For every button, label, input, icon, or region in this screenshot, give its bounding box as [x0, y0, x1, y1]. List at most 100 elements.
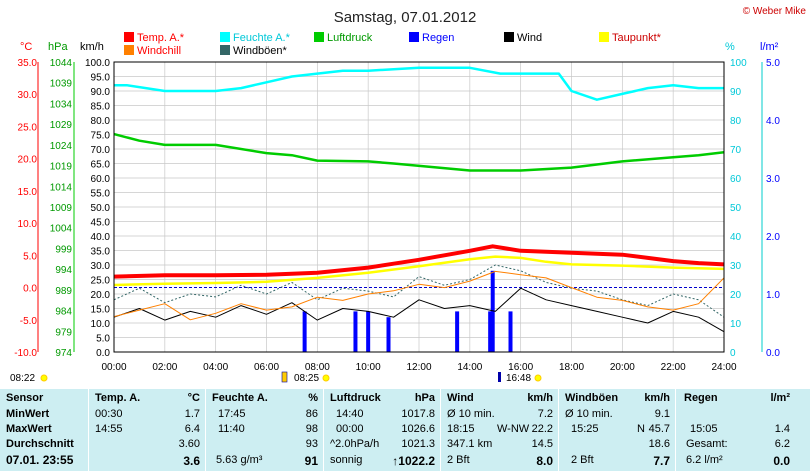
temp-avg-value: 3.60	[178, 438, 200, 450]
humidity-tick-label: 100	[730, 58, 747, 69]
temp-tick-label: 0.0	[23, 284, 37, 295]
temp-tick-label: -10.0	[14, 348, 37, 359]
gust-unit: km/h	[644, 392, 670, 404]
wind-tick-label: 40.0	[91, 232, 111, 243]
label-current: 07.01. 23:55	[6, 453, 74, 467]
legend-label-rain: Regen	[422, 32, 454, 44]
rain-tick-label: 3.0	[766, 174, 780, 185]
sun-markers: 08:22 08:25 16:48	[10, 371, 542, 384]
humidity-max-value: 98	[305, 423, 318, 435]
humidity-tick-label: 0	[730, 348, 736, 359]
daylight-end-label: 16:48	[506, 373, 531, 384]
gust-current-value: 7.7	[653, 454, 670, 468]
temp-line	[113, 244, 725, 279]
pressure-tick-label: 1024	[50, 141, 73, 152]
label-sensor: Sensor	[6, 392, 44, 404]
rain-total-value: 6.2	[774, 438, 790, 450]
legend-label-windchill: Windchill	[137, 45, 181, 57]
wind-tick-label: 70.0	[91, 145, 111, 156]
plot-grid	[113, 61, 725, 353]
windchill-line	[113, 270, 725, 321]
wind-tick-label: 60.0	[91, 174, 111, 185]
rain-tick-label: 1.0	[766, 290, 780, 301]
wind-tick-label: 30.0	[91, 261, 111, 272]
temp-tick-label: 15.0	[18, 187, 38, 198]
wind-bft: 2 Bft	[447, 454, 470, 466]
axis-ticks: 00:00 02:00 04:00 06:00 08:00 10:00 12:00 14:00…	[14, 58, 780, 373]
rain-tick-label: 5.0	[766, 58, 780, 69]
humidity-min-time: 17:45	[218, 408, 246, 420]
stats-wind-column: Wind km/h Ø 10 min. 7.2 18:15 W-NW 22.2 …	[440, 389, 559, 471]
humidity-abs-value: 5.63 g/m³	[216, 454, 263, 466]
wind-current-value: 8.0	[536, 454, 553, 468]
x-tick-label: 12:00	[406, 362, 431, 373]
pressure-header: Luftdruck	[330, 392, 381, 404]
pressure-line	[113, 132, 725, 172]
plot-frame	[113, 61, 725, 353]
x-tick-label: 14:00	[457, 362, 482, 373]
x-tick-label: 16:00	[508, 362, 533, 373]
legend-swatch-gust	[220, 45, 230, 55]
humidity-avg-value: 93	[305, 438, 318, 450]
sunrise-marker-icon	[40, 374, 48, 382]
pressure-max-value: 1026.6	[401, 423, 435, 435]
legend-item-windchill: Windchill	[124, 45, 181, 57]
legend-item-temp: Temp. A.*	[124, 32, 185, 44]
stats-gust-column: Windböen km/h Ø 10 min. 9.1 15:25 N 45.7…	[558, 389, 676, 471]
pressure-trend: ^2.0hPa/h	[330, 438, 380, 450]
pressure-tick-label: 994	[55, 265, 72, 276]
gust-avg-label: Ø 10 min.	[565, 408, 613, 420]
wind-avg-value: 7.2	[537, 408, 553, 420]
humidity-tick-label: 80	[730, 116, 742, 127]
pressure-tick-label: 979	[55, 327, 72, 338]
pressure-min-value: 1017.8	[401, 408, 435, 420]
rain-tick-label: 4.0	[766, 116, 780, 127]
wind-tick-label: 75.0	[91, 131, 111, 142]
humidity-line	[114, 66, 724, 101]
wind-tick-label: 20.0	[91, 290, 111, 301]
rain-total-label: Gesamt:	[686, 438, 728, 450]
humidity-tick-label: 60	[730, 174, 742, 185]
wind-tick-label: 85.0	[91, 102, 111, 113]
stats-humidity-column: Feuchte A. % 17:45 86 11:40 98 93 5.63 g…	[205, 389, 324, 471]
legend-item-wind: Wind	[504, 32, 542, 44]
wind-tick-label: 25.0	[91, 276, 111, 287]
pressure-tick-label: 1039	[50, 79, 73, 90]
humidity-tick-label: 90	[730, 87, 742, 98]
legend-label-wind: Wind	[517, 32, 542, 44]
wind-tick-label: 45.0	[91, 218, 111, 229]
rain-unit: l/m²	[770, 392, 790, 404]
pressure-tick-label: 1009	[50, 203, 73, 214]
legend-swatch-wind	[504, 32, 514, 42]
wind-axis-unit: km/h	[80, 41, 104, 53]
pressure-tick-label: 989	[55, 286, 72, 297]
sunrise-marker-label: 08:22	[10, 373, 35, 384]
wind-header: Wind	[447, 392, 474, 404]
dewpoint-line	[113, 255, 725, 287]
wind-max-time: 18:15	[447, 423, 475, 435]
rain-tick-label: 0.0	[766, 348, 780, 359]
x-tick-label: 08:00	[305, 362, 330, 373]
gust-max-direction: N	[637, 423, 645, 435]
wind-tick-label: 50.0	[91, 203, 111, 214]
rain-bar	[455, 311, 460, 352]
rain-bars	[302, 270, 513, 352]
temp-max-time: 14:55	[95, 423, 123, 435]
label-max: MaxWert	[6, 423, 52, 435]
pressure-min-time: 14:40	[336, 408, 364, 420]
gust-mean-value: 18.6	[648, 438, 670, 450]
x-tick-label: 18:00	[559, 362, 584, 373]
pressure-unit: hPa	[414, 392, 435, 404]
temp-max-value: 6.4	[184, 423, 200, 435]
rain-bar	[490, 270, 495, 352]
daylight-start-label: 08:25	[294, 373, 319, 384]
wind-max-direction: W-NW	[497, 423, 530, 435]
rain-bar	[488, 311, 493, 352]
pressure-current-value: ↑1022.2	[392, 454, 435, 468]
stats-labels-column: Sensor MinWert MaxWert Durchschnitt 07.0…	[0, 389, 88, 471]
legend-swatch-temp	[124, 32, 134, 42]
temp-current-value: 3.6	[183, 454, 200, 468]
x-tick-label: 22:00	[661, 362, 686, 373]
gust-line	[113, 264, 725, 318]
temp-tick-label: 35.0	[18, 58, 38, 69]
